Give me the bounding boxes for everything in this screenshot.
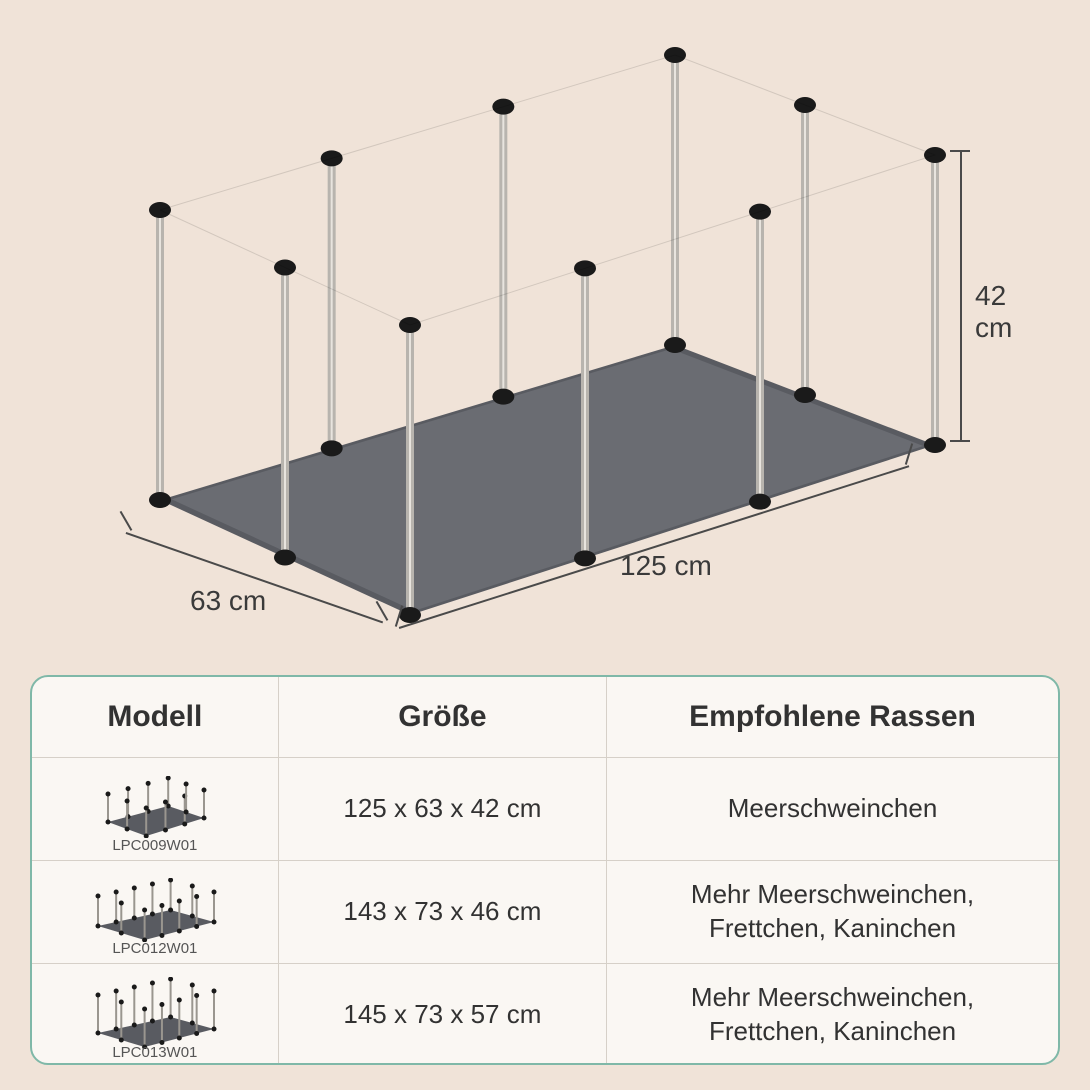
cell-model: LPC012W01 [32, 860, 278, 963]
cell-size: 125 x 63 x 42 cm [278, 757, 606, 860]
cell-size: 145 x 73 x 57 cm [278, 963, 606, 1065]
dim-depth: 63 cm [190, 585, 266, 617]
model-id: LPC009W01 [32, 836, 278, 856]
cell-size: 143 x 73 x 46 cm [278, 860, 606, 963]
model-id: LPC012W01 [32, 939, 278, 959]
cell-model: LPC009W01 [32, 757, 278, 860]
col-header-breed: Empfohlene Rassen [607, 677, 1058, 757]
table-row: LPC013W01145 x 73 x 57 cmMehr Meerschwei… [32, 963, 1058, 1065]
cell-breed: Mehr Meerschweinchen,Frettchen, Kaninche… [607, 963, 1058, 1065]
table-header-row: Modell Größe Empfohlene Rassen [32, 677, 1058, 757]
product-diagram: 42 cm 125 cm 63 cm [60, 40, 1030, 660]
dim-height: 42 cm [975, 280, 1030, 344]
table-row: LPC009W01125 x 63 x 42 cmMeerschweinchen [32, 757, 1058, 860]
col-header-size: Größe [278, 677, 606, 757]
model-id: LPC013W01 [32, 1043, 278, 1063]
cage-drawing [60, 40, 1030, 660]
dim-width: 125 cm [620, 550, 712, 582]
table-row: LPC012W01143 x 73 x 46 cmMehr Meerschwei… [32, 860, 1058, 963]
col-header-model: Modell [32, 677, 278, 757]
cell-model: LPC013W01 [32, 963, 278, 1065]
spec-table: Modell Größe Empfohlene Rassen LPC009W01… [30, 675, 1060, 1065]
cell-breed: Mehr Meerschweinchen,Frettchen, Kaninche… [607, 860, 1058, 963]
cell-breed: Meerschweinchen [607, 757, 1058, 860]
